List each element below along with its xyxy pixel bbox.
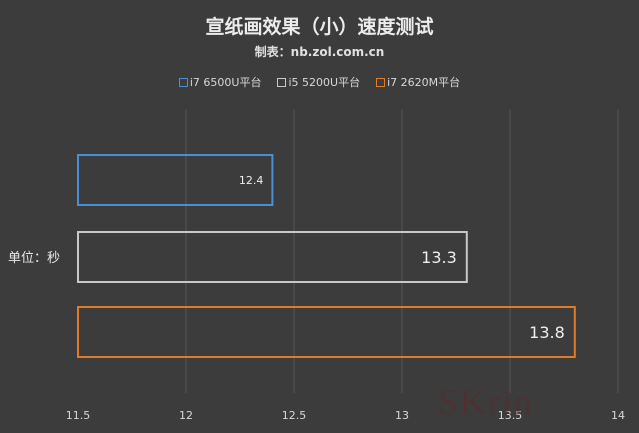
x-tick-label-1: 12 — [179, 409, 193, 422]
x-tick-label-5: 14 — [611, 409, 625, 422]
legend-label-i5-5200u: i5 5200U平台 — [288, 76, 361, 89]
bar-1 — [77, 231, 468, 283]
bar-value-label-0: 12.4 — [239, 174, 264, 187]
bar-value-label-1: 13.3 — [421, 248, 457, 267]
bar-2 — [77, 306, 576, 358]
unit-label: 单位：秒 — [8, 251, 61, 266]
chart-subtitle: 制表：nb.zol.com.cn — [254, 45, 385, 59]
bar-value-label-2: 13.8 — [529, 323, 565, 342]
legend-item-i7-6500u: i7 6500U平台 — [178, 74, 262, 90]
bar-0 — [77, 154, 274, 206]
x-tick-label-4: 13.5 — [498, 409, 523, 422]
chart-title: 宣纸画效果（小）速度测试 — [205, 16, 434, 38]
legend: i7 6500U平台 i5 5200U平台 i7 2620M平台 — [0, 74, 639, 90]
legend-swatch-i5-5200u — [277, 77, 287, 87]
legend-item-i7-2620m: i7 2620M平台 — [376, 74, 460, 90]
x-tick-label-3: 13 — [395, 409, 409, 422]
legend-swatch-i7-6500u — [178, 77, 188, 87]
legend-label-i7-2620m: i7 2620M平台 — [387, 76, 461, 89]
x-tick-label-0: 11.5 — [66, 409, 91, 422]
watermark: SKrin — [438, 382, 535, 422]
x-tick-label-2: 12.5 — [282, 409, 307, 422]
legend-label-i7-6500u: i7 6500U平台 — [189, 76, 262, 89]
legend-swatch-i7-2620m — [376, 77, 386, 87]
legend-item-i5-5200u: i5 5200U平台 — [277, 74, 360, 90]
